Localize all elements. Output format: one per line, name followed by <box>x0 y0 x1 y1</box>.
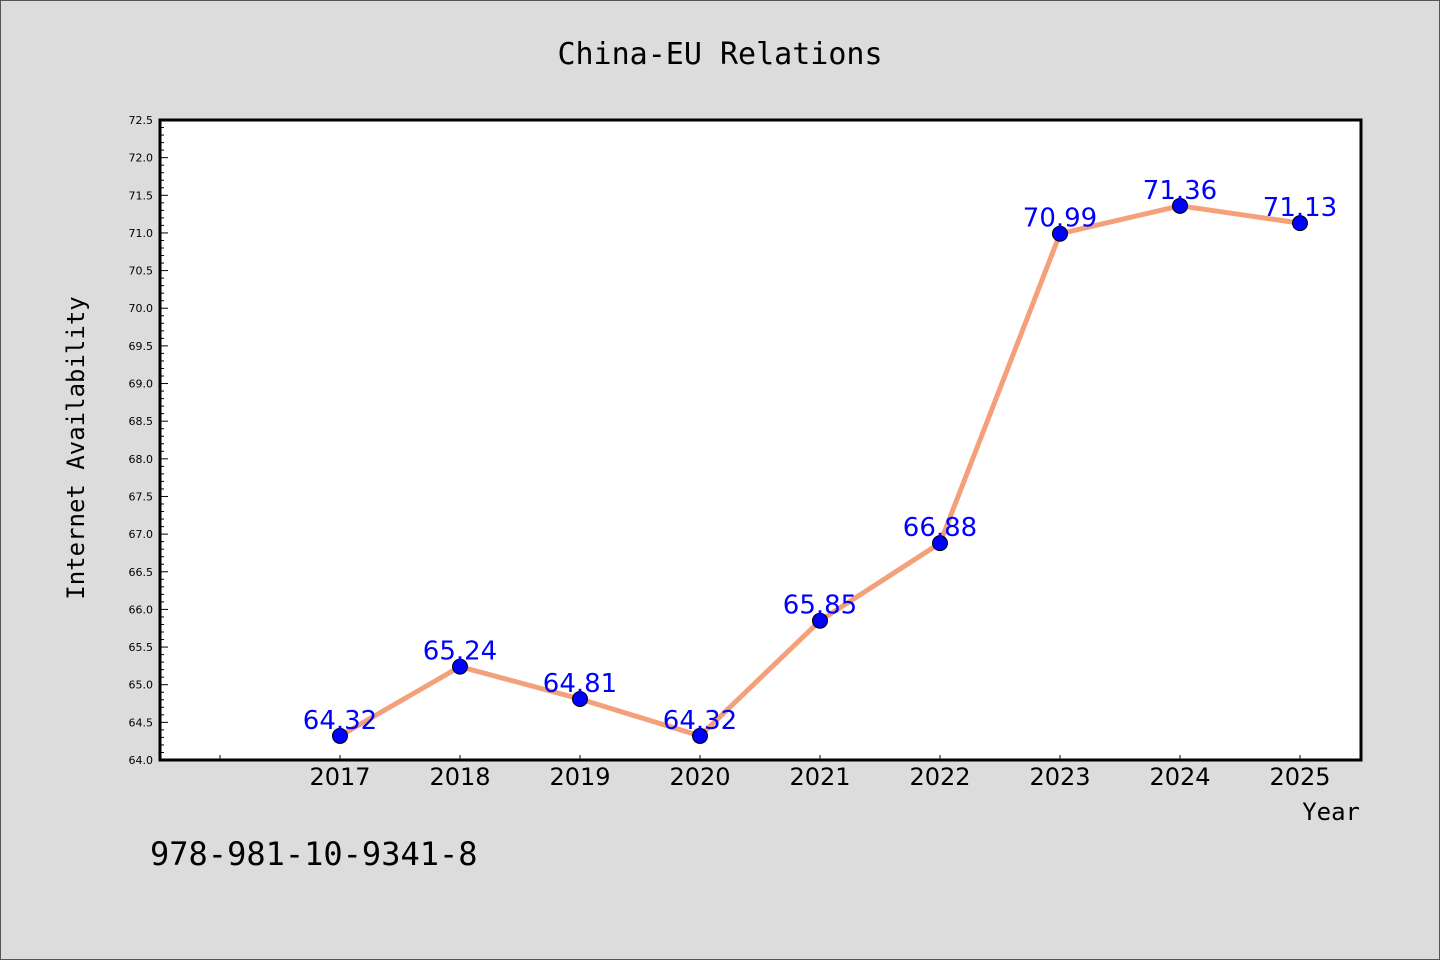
data-point <box>452 658 468 675</box>
x-tick-label: 2025 <box>1269 763 1330 791</box>
data-point <box>692 727 708 744</box>
data-label: 70.99 <box>1023 204 1097 234</box>
y-tick-label: 65.5 <box>129 641 154 654</box>
y-tick-label: 67.0 <box>129 528 154 541</box>
y-tick-label: 70.5 <box>129 265 154 278</box>
data-point <box>572 691 588 708</box>
y-tick-label: 64.0 <box>129 754 154 767</box>
x-axis-title: Year <box>1302 798 1360 826</box>
y-tick-label: 69.5 <box>129 340 154 353</box>
data-point <box>1172 197 1188 214</box>
y-axis: 64.0 64.5 65.0 65.5 66.0 66.5 67.0 67.5 68.0 68.5… <box>129 114 168 767</box>
x-tick-label: 2019 <box>549 763 610 791</box>
x-tick-label: 2024 <box>1149 763 1210 791</box>
x-tick-label: 2018 <box>429 763 490 791</box>
data-label: 64.32 <box>663 706 737 736</box>
chart-title: China-EU Relations <box>557 37 882 72</box>
y-tick-label: 72.0 <box>129 152 154 165</box>
plot-area <box>158 118 1363 762</box>
x-tick-label: 2023 <box>1029 763 1090 791</box>
data-point <box>812 612 828 629</box>
data-label: 64.81 <box>543 669 617 699</box>
y-tick-label: 69.0 <box>129 378 154 391</box>
y-axis-title: Internet Availability <box>62 296 90 599</box>
data-point <box>932 535 948 552</box>
y-tick-label: 65.0 <box>129 679 154 692</box>
data-label: 65.24 <box>423 637 497 667</box>
data-label: 71.36 <box>1143 176 1217 206</box>
y-tick-label: 68.5 <box>129 415 154 428</box>
y-tick-label: 64.5 <box>129 716 154 729</box>
y-tick-label: 72.5 <box>129 114 154 127</box>
x-tick-label: 2020 <box>669 763 730 791</box>
data-label: 66.88 <box>903 513 977 543</box>
data-label: 64.32 <box>303 706 377 736</box>
data-label: 65.85 <box>783 591 857 621</box>
data-point <box>332 727 348 744</box>
y-tick-label: 66.5 <box>129 566 154 579</box>
y-tick-label: 66.0 <box>129 603 154 616</box>
x-axis: 2017 2018 2019 2020 2021 2022 2023 2024 2025 <box>219 755 1331 791</box>
y-tick-label: 68.0 <box>129 453 154 466</box>
x-tick-label: 2021 <box>789 763 850 791</box>
x-tick-label: 2017 <box>309 763 370 791</box>
data-point <box>1292 215 1308 232</box>
y-tick-label: 71.5 <box>129 189 154 202</box>
y-tick-label: 67.5 <box>129 490 154 503</box>
x-tick-label: 2022 <box>909 763 970 791</box>
footnote-isbn: 978-981-10-9341-8 <box>150 835 478 873</box>
data-label: 71.13 <box>1263 193 1337 223</box>
series-layer: 64.32 65.24 64.81 64.32 65.85 66.88 70.99 71.36… <box>303 176 1337 744</box>
y-tick-label: 71.0 <box>129 227 154 240</box>
y-tick-label: 70.0 <box>129 302 154 315</box>
data-point <box>1052 225 1068 242</box>
